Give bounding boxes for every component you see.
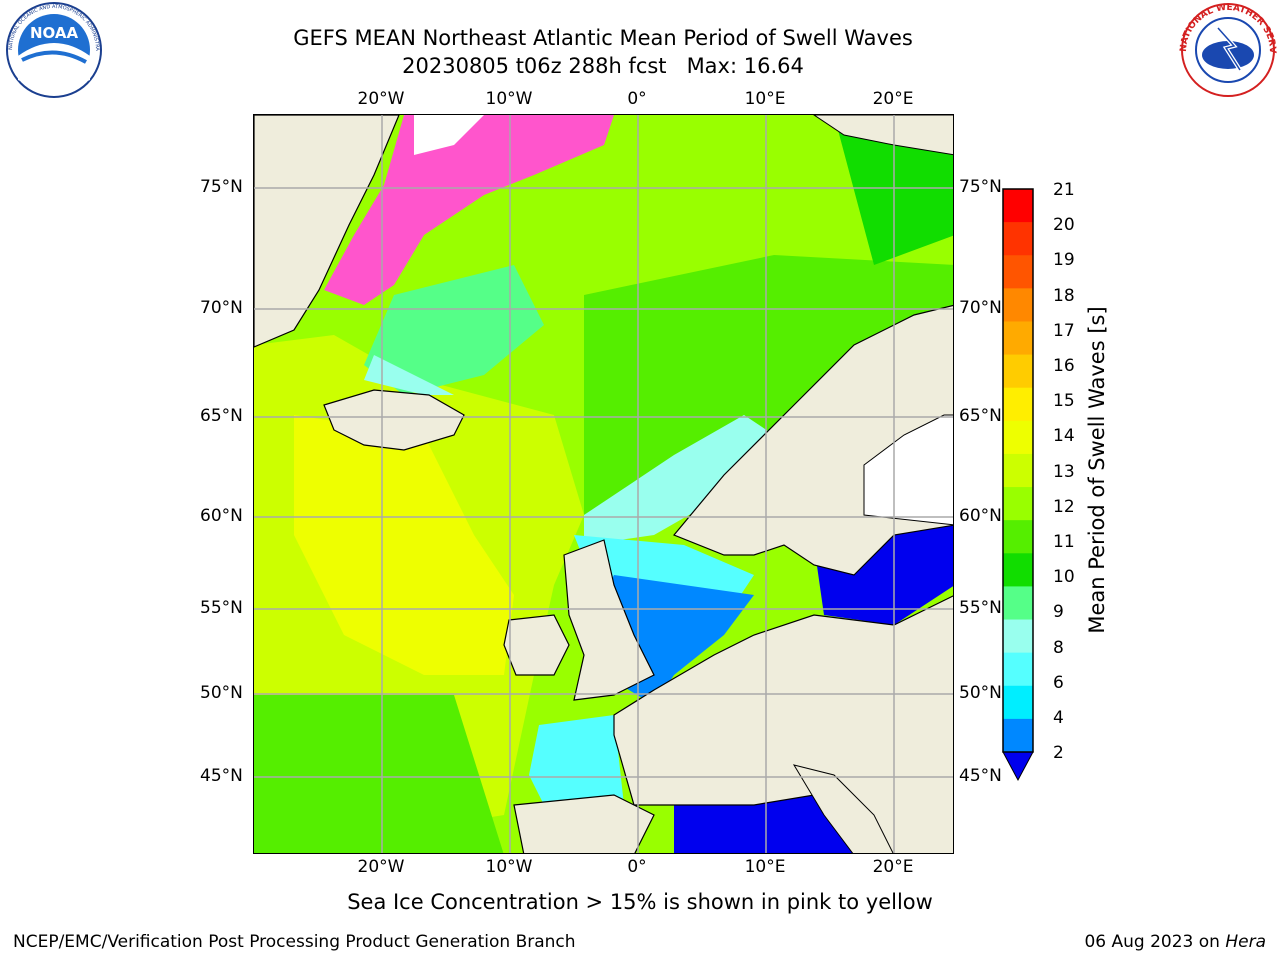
nws-logo: NATIONAL WEATHER SERVICE xyxy=(1175,0,1280,100)
colorbar-cell xyxy=(1003,586,1033,621)
lon-label-top: 10°W xyxy=(485,89,533,109)
colorbar-tick: 14 xyxy=(1053,426,1075,446)
lon-label-top: 0° xyxy=(627,89,647,109)
colorbar xyxy=(1000,186,1050,782)
colorbar-tick: 6 xyxy=(1053,673,1064,693)
lat-label-left: 65°N xyxy=(200,406,243,426)
lat-label-right: 55°N xyxy=(959,598,1002,618)
colorbar-cell xyxy=(1003,652,1033,687)
lon-label-bottom: 10°W xyxy=(485,857,533,877)
lat-label-left: 75°N xyxy=(200,177,243,197)
lon-label-top: 20°E xyxy=(872,89,914,109)
colorbar-tick: 9 xyxy=(1053,602,1064,622)
colorbar-tick: 11 xyxy=(1053,532,1075,552)
colorbar-cell xyxy=(1003,553,1033,587)
colorbar-cell xyxy=(1003,453,1033,488)
lon-label-top: 20°W xyxy=(357,89,405,109)
footer-machine: Hera xyxy=(1225,932,1266,952)
colorbar-cell xyxy=(1003,718,1033,753)
colorbar-tick: 17 xyxy=(1053,321,1075,341)
colorbar-cell xyxy=(1003,685,1033,720)
lat-label-right: 70°N xyxy=(959,298,1002,318)
lon-label-bottom: 0° xyxy=(627,857,647,877)
colorbar-cell xyxy=(1003,487,1033,521)
colorbar-cell xyxy=(1003,321,1033,356)
colorbar-tick: 13 xyxy=(1053,462,1075,482)
colorbar-tick: 4 xyxy=(1053,708,1064,728)
footer-date: 06 Aug 2023 on Hera xyxy=(1084,932,1266,952)
lat-label-right: 45°N xyxy=(959,766,1002,786)
lon-label-bottom: 20°W xyxy=(357,857,405,877)
colorbar-label: Mean Period of Swell Waves [s] xyxy=(1085,306,1109,634)
lat-label-right: 60°N xyxy=(959,506,1002,526)
chart-subtitle: 20230805 t06z 288h fcst Max: 16.64 xyxy=(402,54,804,78)
colorbar-cell xyxy=(1003,255,1033,289)
lat-label-left: 45°N xyxy=(200,766,243,786)
lat-label-right: 50°N xyxy=(959,683,1002,703)
footer-date-text: 06 Aug 2023 on xyxy=(1084,932,1226,952)
colorbar-cell xyxy=(1003,619,1033,654)
colorbar-tick: 2 xyxy=(1053,743,1064,763)
lon-label-top: 10°E xyxy=(744,89,786,109)
colorbar-tick: 8 xyxy=(1053,638,1064,658)
colorbar-tick: 18 xyxy=(1053,286,1075,306)
colorbar-cell xyxy=(1003,222,1033,256)
colorbar-cell xyxy=(1003,288,1033,322)
lat-label-left: 55°N xyxy=(200,598,243,618)
lat-label-left: 70°N xyxy=(200,298,243,318)
colorbar-tick: 19 xyxy=(1053,250,1075,270)
svg-text:NOAA: NOAA xyxy=(30,24,79,42)
noaa-logo: NOAA NATIONAL OCEANIC AND ATMOSPHERIC AD… xyxy=(0,0,108,100)
colorbar-cell xyxy=(1003,520,1033,554)
lat-label-left: 50°N xyxy=(200,683,243,703)
colorbar-tick: 16 xyxy=(1053,356,1075,376)
lat-label-left: 60°N xyxy=(200,506,243,526)
footer-credit: NCEP/EMC/Verification Post Processing Pr… xyxy=(13,932,576,952)
colorbar-cell xyxy=(1003,420,1033,455)
colorbar-tick: 10 xyxy=(1053,567,1075,587)
colorbar-tick: 21 xyxy=(1053,180,1075,200)
colorbar-cell xyxy=(1003,387,1033,422)
lat-label-right: 75°N xyxy=(959,177,1002,197)
colorbar-tick: 12 xyxy=(1053,497,1075,517)
colorbar-tick: 20 xyxy=(1053,215,1075,235)
lon-label-bottom: 10°E xyxy=(744,857,786,877)
lat-label-right: 65°N xyxy=(959,406,1002,426)
swell-period-map xyxy=(253,114,954,854)
colorbar-tick: 15 xyxy=(1053,391,1075,411)
colorbar-cell xyxy=(1003,189,1033,223)
sea-ice-note: Sea Ice Concentration > 15% is shown in … xyxy=(347,890,933,914)
chart-title: GEFS MEAN Northeast Atlantic Mean Period… xyxy=(293,26,913,50)
colorbar-cell xyxy=(1003,354,1033,389)
lon-label-bottom: 20°E xyxy=(872,857,914,877)
